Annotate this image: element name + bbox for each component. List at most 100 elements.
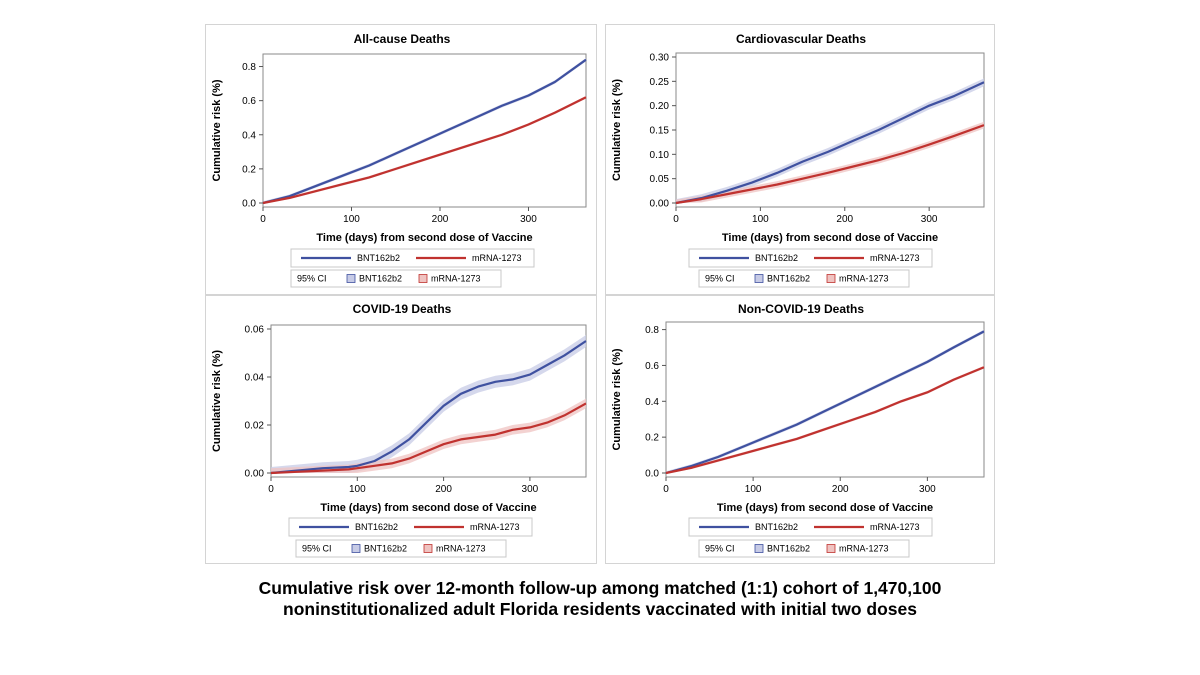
plot-frame: [665, 321, 985, 478]
ci-legend-box: [698, 269, 910, 288]
x-tick-label: 100: [745, 484, 762, 495]
ci-legend-label-bnt162b2: BNT162b2: [767, 544, 810, 554]
plot-frame: [262, 53, 587, 208]
ci-legend-swatch-mrna-1273: [423, 544, 433, 553]
series-line-mrna-1273: [675, 124, 985, 205]
ci-band-bnt162b2: [263, 58, 586, 203]
y-axis-label: Cumulative risk (%): [611, 79, 623, 181]
x-tick-label: 0: [663, 484, 669, 495]
chart-non-covid19-deaths: Non-COVID-19 Deaths 0.0 0.2 0.4 0.6 0.8 0 100 20…: [611, 302, 985, 558]
x-tick-label: 0: [673, 214, 679, 225]
ci-band-mrna-1273: [271, 398, 586, 473]
ci-legend-swatch-bnt162b2: [346, 274, 356, 283]
y-tick-label: 0.10: [650, 150, 670, 161]
chart-title: COVID-19 Deaths: [353, 302, 452, 316]
y-tick-label: 0.05: [650, 174, 670, 185]
chart-covid19-deaths: COVID-19 Deaths 0.00 0.02 0.04 0.06 0 100 200 30…: [211, 302, 587, 558]
ci-legend-label-mrna-1273: mRNA-1273: [839, 274, 889, 284]
legend-box: [288, 517, 533, 537]
legend-box: [688, 517, 933, 537]
ci-band-mrna-1273: [676, 121, 984, 203]
ci-legend-swatch-mrna-1273: [418, 274, 428, 283]
y-axis-label: Cumulative risk (%): [211, 350, 223, 452]
x-tick-label: 200: [432, 214, 449, 225]
panel-covid19: COVID-19 Deaths 0.00 0.02 0.04 0.06 0 100 200 30…: [205, 295, 597, 564]
ci-legend-title: 95% CI: [297, 274, 327, 284]
caption-line-1: Cumulative risk over 12-month follow-up …: [258, 578, 942, 598]
y-tick-label: 0.6: [242, 96, 256, 107]
chart-title: All-cause Deaths: [354, 32, 451, 46]
legend-label-bnt162b2: BNT162b2: [755, 253, 798, 263]
x-tick-label: 200: [832, 484, 849, 495]
legend-label-mrna-1273: mRNA-1273: [472, 253, 522, 263]
y-tick-label: 0.4: [645, 397, 659, 408]
legend-label-mrna-1273: mRNA-1273: [870, 253, 920, 263]
y-tick-label: 0.8: [645, 325, 659, 336]
x-tick-label: 200: [836, 214, 853, 225]
ci-legend-label-bnt162b2: BNT162b2: [767, 274, 810, 284]
y-tick-label: 0.0: [242, 199, 256, 210]
y-tick-label: 0.30: [650, 53, 670, 64]
y-tick-label: 0.06: [245, 325, 265, 336]
y-tick-label: 0.15: [650, 126, 670, 137]
ci-legend-label-mrna-1273: mRNA-1273: [839, 544, 889, 554]
series-line-bnt162b2: [665, 330, 985, 475]
series-line-bnt162b2: [262, 58, 587, 205]
y-tick-label: 0.2: [242, 164, 256, 175]
ci-legend-swatch-bnt162b2: [754, 544, 764, 553]
x-tick-label: 0: [268, 484, 274, 495]
y-tick-label: 0.20: [650, 101, 670, 112]
x-tick-label: 200: [435, 484, 452, 495]
x-tick-label: 100: [349, 484, 366, 495]
ci-legend-title: 95% CI: [705, 274, 735, 284]
ci-legend-box: [698, 539, 910, 558]
y-axis-label: Cumulative risk (%): [611, 348, 623, 450]
y-tick-label: 0.25: [650, 77, 670, 88]
y-tick-label: 0.04: [245, 373, 265, 384]
y-tick-label: 0.00: [245, 469, 265, 480]
panel-cardiovascular: Cardiovascular Deaths 0.00 0.05 0.10 0.15 0.2…: [605, 24, 995, 295]
x-axis-label: Time (days) from second dose of Vaccine: [722, 232, 938, 244]
x-tick-label: 300: [919, 484, 936, 495]
y-tick-label: 0.0: [645, 469, 659, 480]
chart-all-cause-deaths: All-cause Deaths 0.0 0.2 0.4 0.6 0.8 0 100 200 30…: [211, 32, 587, 288]
x-tick-label: 300: [520, 214, 537, 225]
y-tick-label: 0.2: [645, 433, 659, 444]
chart-cardiovascular-deaths: Cardiovascular Deaths 0.00 0.05 0.10 0.15 0.2…: [611, 32, 985, 288]
ci-legend-box: [295, 539, 507, 558]
x-tick-label: 100: [343, 214, 360, 225]
legend-box: [290, 248, 535, 268]
legend-label-bnt162b2: BNT162b2: [357, 253, 400, 263]
legend-label-mrna-1273: mRNA-1273: [470, 522, 520, 532]
chart-title: Non-COVID-19 Deaths: [738, 302, 864, 316]
panel-non-covid19: Non-COVID-19 Deaths 0.0 0.2 0.4 0.6 0.8 0 100 20…: [605, 295, 995, 564]
figure-caption: Cumulative risk over 12-month follow-up …: [0, 578, 1200, 620]
ci-legend-swatch-mrna-1273: [826, 274, 836, 283]
series-line-bnt162b2: [675, 81, 985, 205]
ci-legend-label-bnt162b2: BNT162b2: [359, 274, 402, 284]
x-tick-label: 300: [522, 484, 539, 495]
plot-frame: [675, 52, 985, 208]
x-axis-label: Time (days) from second dose of Vaccine: [320, 502, 536, 514]
panel-all-cause: All-cause Deaths 0.0 0.2 0.4 0.6 0.8 0 100 200 30…: [205, 24, 597, 295]
legend-label-mrna-1273: mRNA-1273: [870, 522, 920, 532]
x-tick-label: 100: [752, 214, 769, 225]
ci-legend-swatch-bnt162b2: [754, 274, 764, 283]
ci-legend-title: 95% CI: [302, 544, 332, 554]
series-line-mrna-1273: [270, 402, 587, 475]
ci-legend-box: [290, 269, 502, 288]
ci-legend-label-mrna-1273: mRNA-1273: [431, 274, 481, 284]
x-tick-label: 300: [921, 214, 938, 225]
x-axis-label: Time (days) from second dose of Vaccine: [316, 232, 532, 244]
x-axis-label: Time (days) from second dose of Vaccine: [717, 502, 933, 514]
ci-legend-swatch-bnt162b2: [351, 544, 361, 553]
y-axis-label: Cumulative risk (%): [211, 79, 223, 181]
y-tick-label: 0.6: [645, 361, 659, 372]
caption-line-2: noninstitutionalized adult Florida resid…: [283, 599, 917, 619]
y-tick-label: 0.00: [650, 199, 670, 210]
series-line-mrna-1273: [665, 366, 985, 475]
ci-legend-title: 95% CI: [705, 544, 735, 554]
series-line-bnt162b2: [270, 340, 587, 475]
y-tick-label: 0.02: [245, 421, 265, 432]
x-tick-label: 0: [260, 214, 266, 225]
